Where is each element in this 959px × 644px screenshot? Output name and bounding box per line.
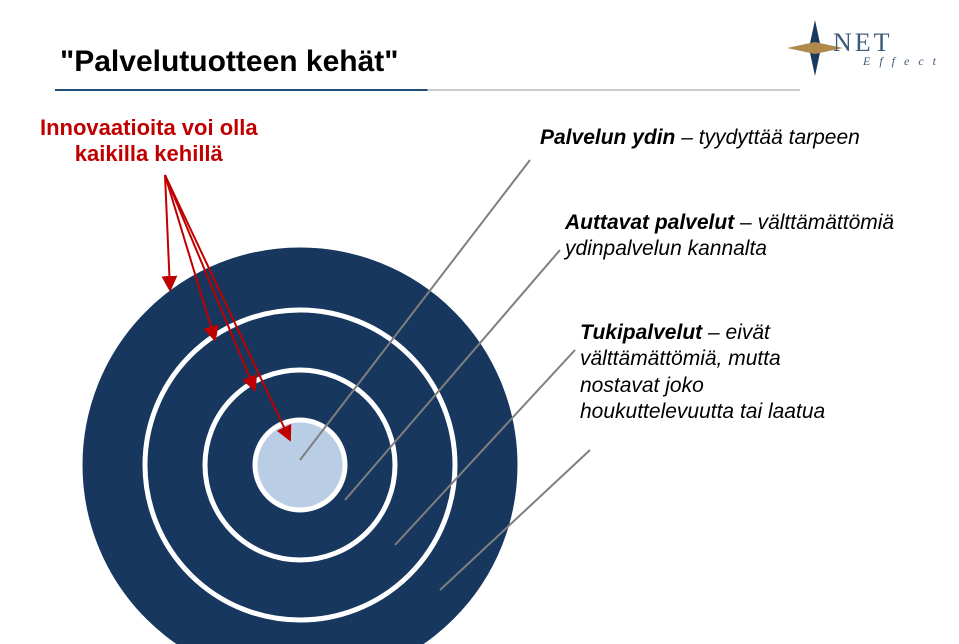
page-root: { "canvas": { "width": 959, "height": 64…: [0, 0, 959, 644]
diagram-svg: [0, 0, 959, 644]
brand-sub: E f f e c t: [863, 54, 939, 69]
brand-logo: NET E f f e c t: [833, 28, 939, 69]
